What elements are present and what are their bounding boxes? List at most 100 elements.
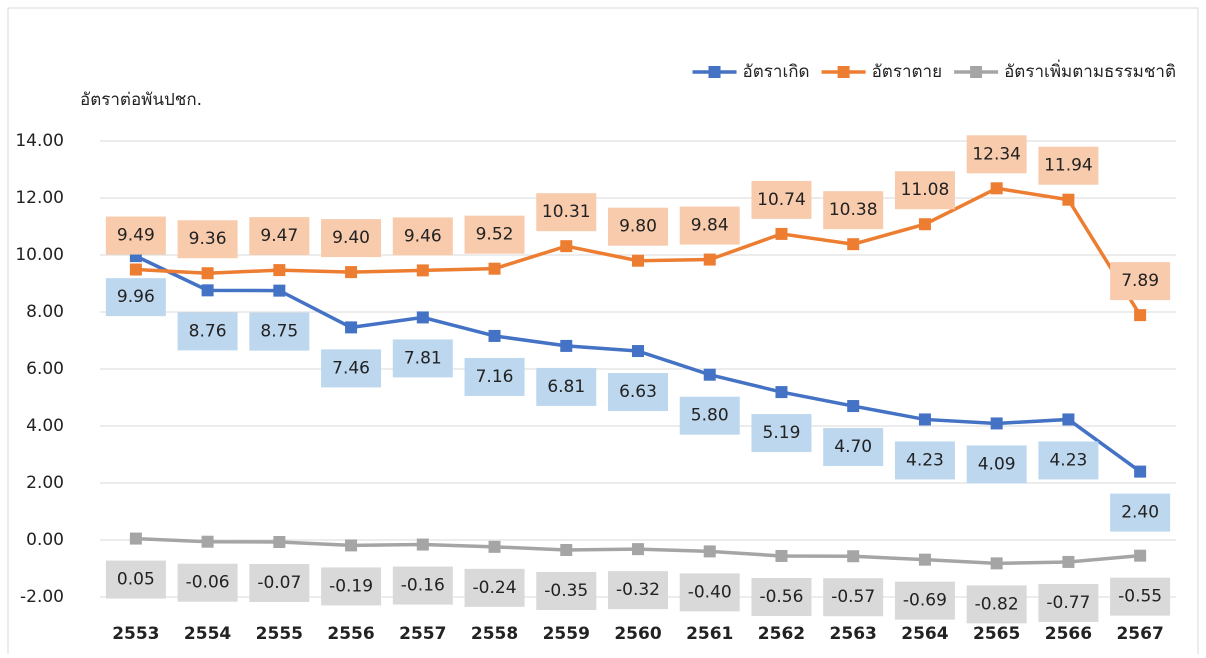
y-tick-label: 4.00 <box>26 416 64 436</box>
data-label: 7.46 <box>332 358 370 378</box>
legend-label: อัตราตาย <box>872 62 942 82</box>
data-label: 9.49 <box>117 226 155 246</box>
y-tick-label: 6.00 <box>26 359 64 379</box>
point-marker <box>560 339 573 352</box>
label-box <box>105 560 166 599</box>
label-box <box>536 193 597 232</box>
y-tick-label: 2.00 <box>26 473 64 493</box>
legend-label: อัตราเพิ่มตามธรรมชาติ <box>1004 59 1176 82</box>
x-tick-label: 2557 <box>399 624 446 644</box>
data-label: -0.56 <box>759 587 803 607</box>
point-marker <box>129 263 142 276</box>
label-box <box>966 445 1027 484</box>
data-label: 4.23 <box>1049 450 1087 470</box>
point-marker <box>632 254 644 267</box>
data-label: 9.52 <box>476 225 514 245</box>
data-label: 0.05 <box>117 570 155 590</box>
data-label: 4.70 <box>834 437 872 457</box>
data-label: -0.24 <box>473 578 517 598</box>
label-box <box>464 357 525 396</box>
data-label: 8.76 <box>189 321 227 341</box>
data-label: 5.80 <box>691 406 729 426</box>
data-label: 9.36 <box>189 229 227 249</box>
point-marker <box>273 535 286 548</box>
y-tick-label: 0.00 <box>26 530 64 550</box>
x-tick-label: 2554 <box>184 624 231 644</box>
data-label: 10.74 <box>757 190 806 210</box>
data-label: 2.40 <box>1121 503 1159 523</box>
data-label: 6.81 <box>547 377 585 397</box>
label-box <box>823 191 884 230</box>
point-marker <box>847 238 860 251</box>
y-tick-label: 10.00 <box>15 245 64 265</box>
label-box <box>464 215 525 254</box>
y-tick-label: 14.00 <box>15 131 64 151</box>
point-marker <box>775 386 788 399</box>
label-box <box>1038 146 1099 185</box>
label-box <box>823 578 884 617</box>
y-tick-label: 8.00 <box>26 302 64 322</box>
point-marker <box>775 227 788 240</box>
point-marker <box>273 264 286 277</box>
point-marker <box>1062 555 1075 568</box>
label-box <box>536 367 597 406</box>
data-label: -0.16 <box>401 576 445 596</box>
label-box <box>1038 583 1099 622</box>
data-label: -0.69 <box>903 591 947 611</box>
data-label: -0.19 <box>329 576 373 596</box>
x-tick-label: 2558 <box>471 624 518 644</box>
label-box <box>249 563 310 602</box>
legend-label: อัตราเกิด <box>743 62 810 82</box>
data-label: 7.81 <box>404 348 442 368</box>
y-tick-label: 12.00 <box>15 188 64 208</box>
point-marker <box>1062 193 1075 206</box>
point-marker <box>273 284 286 297</box>
data-label: 11.08 <box>901 180 950 200</box>
data-label: 12.34 <box>972 144 1021 164</box>
label-box <box>177 312 238 351</box>
point-marker <box>1134 465 1147 478</box>
point-marker <box>703 253 716 266</box>
data-label: -0.40 <box>688 582 732 602</box>
label-box <box>321 567 382 606</box>
point-marker <box>201 284 214 297</box>
point-marker <box>775 549 788 562</box>
data-label: 10.31 <box>542 202 591 222</box>
data-label: 9.84 <box>691 216 729 236</box>
x-tick-label: 2561 <box>686 624 733 644</box>
label-box <box>966 585 1027 624</box>
label-box <box>679 396 740 435</box>
label-box <box>894 581 955 620</box>
point-marker <box>345 266 358 279</box>
data-label: 4.23 <box>906 450 944 470</box>
legend-marker <box>837 66 850 78</box>
label-box <box>177 220 238 259</box>
x-tick-label: 2555 <box>256 624 303 644</box>
point-marker <box>703 545 716 558</box>
point-marker <box>632 345 644 358</box>
point-marker <box>990 417 1003 430</box>
label-box <box>105 216 166 255</box>
point-marker <box>703 368 716 381</box>
x-tick-label: 2565 <box>973 624 1020 644</box>
label-box <box>392 339 453 378</box>
data-label: 9.46 <box>404 226 442 246</box>
x-tick-label: 2560 <box>614 624 661 644</box>
legend-marker <box>970 66 983 78</box>
label-box <box>608 207 668 246</box>
x-tick-label: 2567 <box>1116 624 1163 644</box>
x-tick-label: 2563 <box>830 624 877 644</box>
point-marker <box>416 311 429 324</box>
data-label: 4.09 <box>978 454 1016 474</box>
point-marker <box>918 553 931 566</box>
point-marker <box>847 550 860 563</box>
x-tick-label: 2556 <box>327 624 374 644</box>
label-box <box>679 573 740 612</box>
data-label: 9.80 <box>619 217 657 237</box>
data-label: 8.75 <box>260 322 298 342</box>
label-box <box>392 217 453 256</box>
data-label: -0.32 <box>616 580 660 600</box>
label-box <box>1110 577 1171 616</box>
point-marker <box>990 182 1003 195</box>
